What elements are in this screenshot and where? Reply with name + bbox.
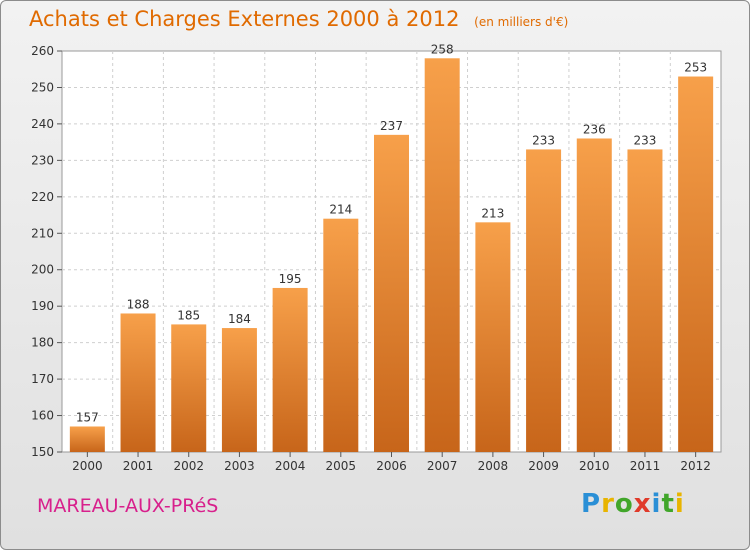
bar xyxy=(69,426,105,452)
proxiti-logo: Proxiti xyxy=(581,489,685,519)
value-label: 237 xyxy=(380,119,403,133)
x-tick-label: 2011 xyxy=(630,459,661,473)
x-tick-label: 2002 xyxy=(173,459,204,473)
place-name: MAREAU-AUX-PRéS xyxy=(37,495,219,517)
x-tick-label: 2003 xyxy=(224,459,255,473)
y-tick-label: 150 xyxy=(31,445,54,459)
bar xyxy=(171,324,207,452)
value-label: 236 xyxy=(583,122,606,136)
bar xyxy=(576,138,612,452)
value-label: 233 xyxy=(532,133,555,147)
bar xyxy=(374,134,409,452)
x-tick-label: 2010 xyxy=(579,459,610,473)
logo-letter: P xyxy=(581,489,602,519)
logo-letter: i xyxy=(651,489,662,519)
logo-letter: t xyxy=(661,489,675,519)
x-tick-label: 2007 xyxy=(427,459,458,473)
bar xyxy=(272,287,308,452)
y-tick-label: 190 xyxy=(31,299,54,313)
value-label: 213 xyxy=(481,206,504,220)
value-label: 233 xyxy=(634,133,657,147)
bar xyxy=(678,76,714,452)
value-label: 157 xyxy=(76,410,99,424)
bar xyxy=(120,313,156,452)
x-tick-label: 2004 xyxy=(275,459,306,473)
logo-letter: i xyxy=(674,489,685,519)
chart-title: Achats et Charges Externes 2000 à 2012 (… xyxy=(29,7,568,31)
x-tick-label: 2000 xyxy=(72,459,103,473)
logo-letter: o xyxy=(614,489,634,519)
x-tick-label: 2012 xyxy=(680,459,711,473)
y-tick-label: 250 xyxy=(31,80,54,94)
bar xyxy=(323,218,359,452)
value-label: 185 xyxy=(177,308,200,322)
y-tick-label: 240 xyxy=(31,117,54,131)
value-label: 253 xyxy=(684,61,707,75)
bar xyxy=(526,149,562,452)
y-tick-label: 180 xyxy=(31,336,54,350)
chart-title-text: Achats et Charges Externes 2000 à 2012 xyxy=(29,7,460,31)
value-label: 214 xyxy=(329,203,352,217)
bar xyxy=(627,149,663,452)
value-label: 195 xyxy=(279,272,302,286)
logo-letter: x xyxy=(633,489,652,519)
y-tick-label: 260 xyxy=(31,44,54,58)
bar xyxy=(424,58,460,453)
y-tick-label: 160 xyxy=(31,409,54,423)
value-label: 184 xyxy=(228,312,251,326)
bar xyxy=(475,222,511,452)
axis-layer: 150 160 170 180 190 200 210 220 230 240 250 260 2000… xyxy=(31,44,711,473)
chart-unit: (en milliers d'€) xyxy=(474,15,569,29)
y-tick-label: 230 xyxy=(31,153,54,167)
value-label: 188 xyxy=(127,297,150,311)
y-tick-label: 210 xyxy=(31,226,54,240)
x-tick-label: 2009 xyxy=(528,459,559,473)
x-tick-label: 2008 xyxy=(478,459,509,473)
y-tick-label: 200 xyxy=(31,263,54,277)
x-tick-label: 2006 xyxy=(376,459,407,473)
bar-layer xyxy=(69,58,714,453)
x-tick-label: 2005 xyxy=(326,459,357,473)
y-tick-label: 220 xyxy=(31,190,54,204)
logo-letter: r xyxy=(601,489,615,519)
label-layer: 157 188 185 184 195 214 237 258 213 233 236 233 253 xyxy=(76,42,707,424)
value-label: 258 xyxy=(431,42,454,56)
x-tick-label: 2001 xyxy=(123,459,154,473)
bar xyxy=(221,328,257,452)
y-tick-label: 170 xyxy=(31,372,54,386)
